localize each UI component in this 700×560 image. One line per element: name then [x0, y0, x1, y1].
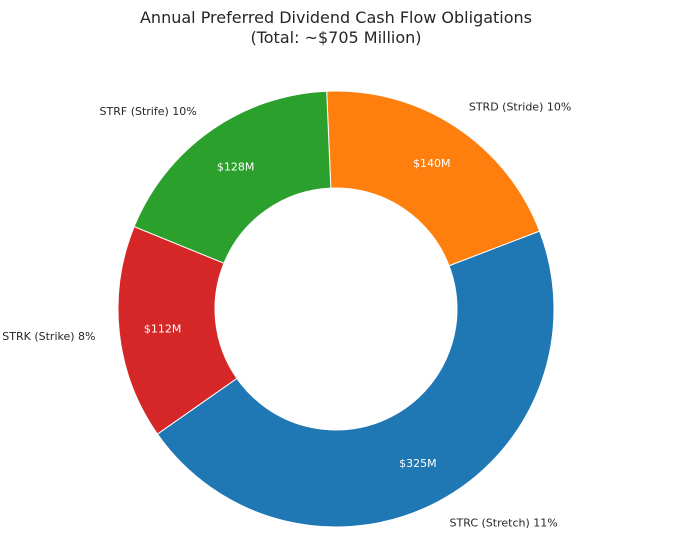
labels-layer: $325M STRC (Stretch) 11% $140M STRD (Stride…: [2, 101, 571, 530]
category-label-strk: STRK (Strike) 8%: [2, 330, 95, 343]
slice-strc: [156, 230, 555, 528]
category-label-strd: STRD (Stride) 10%: [469, 101, 571, 114]
category-label-strf: STRF (Strife) 10%: [100, 105, 197, 118]
category-label-strc: STRC (Stretch) 11%: [450, 517, 558, 530]
value-label-strf: $128M: [217, 160, 255, 173]
slice-strk: [117, 226, 238, 435]
slice-strd: [326, 90, 541, 267]
slice-strf: [133, 90, 332, 264]
value-label-strd: $140M: [413, 157, 451, 170]
value-label-strc: $325M: [399, 457, 437, 470]
slices-layer: [117, 90, 555, 528]
chart-subtitle: (Total: ~$705 Million): [250, 28, 421, 47]
value-label-strk: $112M: [144, 322, 182, 335]
chart-title: Annual Preferred Dividend Cash Flow Obli…: [140, 8, 532, 27]
